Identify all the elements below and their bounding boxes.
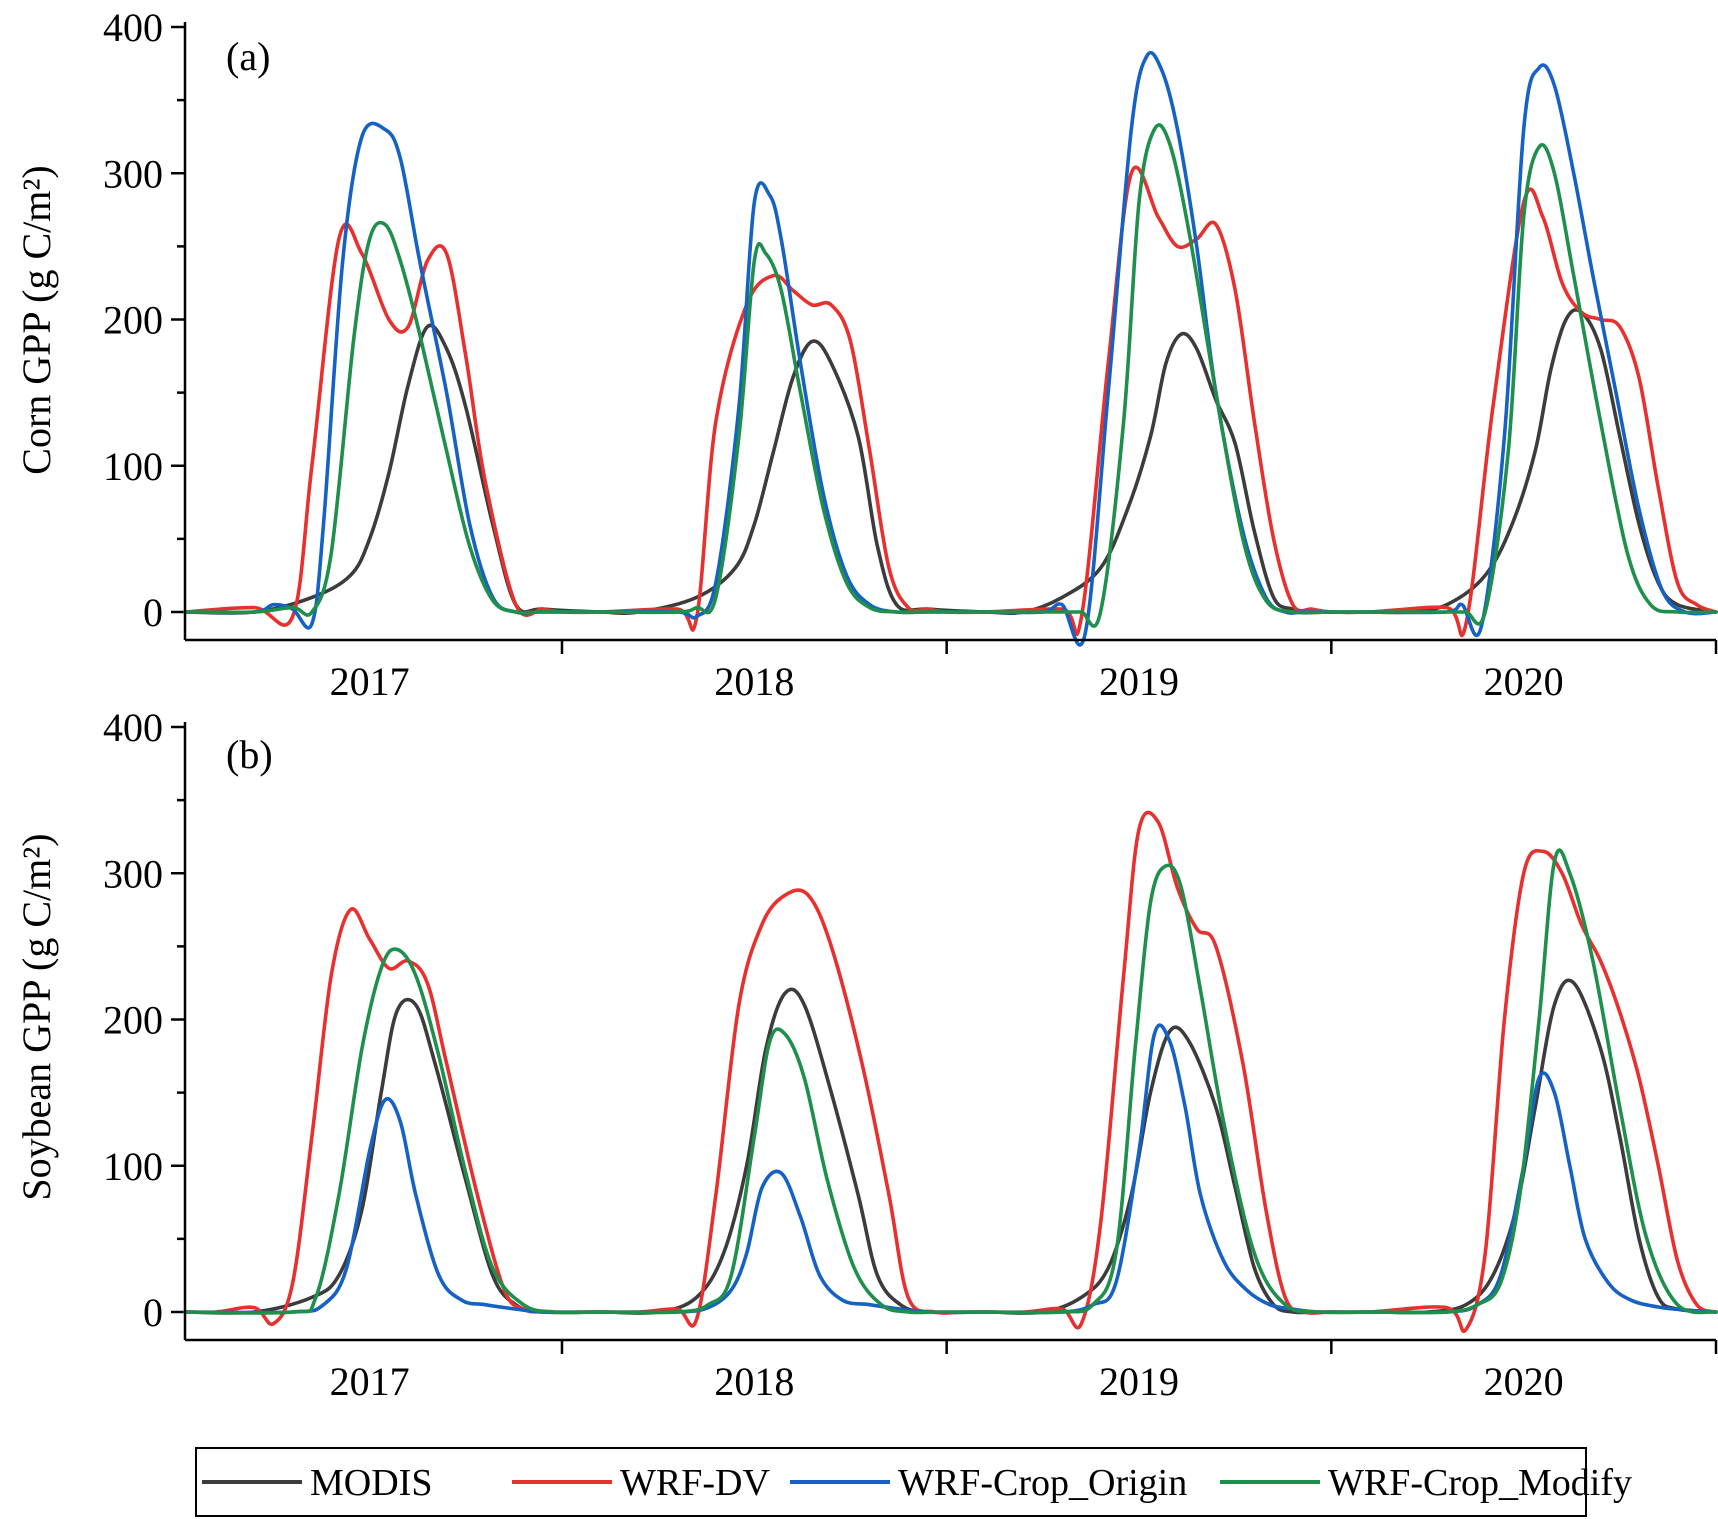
y-axis-title-soybean: Soybean GPP (g C/m²) [14,833,59,1200]
series-line-wrf-crop-modify [183,848,1718,1315]
x-tick-label: 2020 [1484,1359,1564,1404]
x-tick-label: 2017 [330,659,410,704]
y-tick-label: 100 [103,1144,163,1189]
legend: MODIS WRF-DV WRF-Crop_Origin WRF-Crop_Modif… [195,1447,1632,1517]
y-tick-label: 0 [143,1290,163,1335]
y-tick-label: 400 [103,5,163,50]
series-lines-soybean [183,810,1718,1334]
legend-label: MODIS [310,1462,432,1504]
axes-soybean [183,722,1716,1342]
legend-label: WRF-DV [620,1462,770,1504]
series-line-wrf-crop-modify [183,123,1718,628]
panel-label-a: (a) [226,34,270,79]
series-lines-corn [183,50,1718,647]
x-tick-label: 2018 [714,1359,794,1404]
legend-item: WRF-Crop_Origin [790,1462,1187,1504]
panel-soybean-gpp: (b) Soybean GPP (g C/m²) 0 100 200 300 400 2… [14,705,1718,1404]
y-tick-label: 200 [103,298,163,343]
y-tick-label: 0 [143,590,163,635]
series-line-wrf-crop-origin [183,1023,1718,1315]
legend-box [195,1447,1587,1517]
y-tick-label: 200 [103,998,163,1043]
y-tick-label: 300 [103,151,163,196]
legend-label: WRF-Crop_Modify [1328,1462,1632,1504]
legend-item: WRF-DV [512,1462,770,1504]
legend-item: MODIS [202,1462,432,1504]
x-tick-label: 2019 [1099,659,1179,704]
x-tick-label: 2017 [330,1359,410,1404]
series-line-wrf-dv [183,810,1718,1334]
x-tick-label: 2019 [1099,1359,1179,1404]
panel-label-b: (b) [226,732,273,777]
y-tick-label: 400 [103,705,163,750]
y-axis-ticks-soybean: 0 100 200 300 400 [103,705,185,1335]
axes-corn [183,22,1716,642]
x-axis-ticks-corn: 2017 2018 2019 2020 [330,640,1718,704]
y-axis-title-corn: Corn GPP (g C/m²) [14,165,59,474]
y-tick-label: 300 [103,851,163,896]
panel-corn-gpp: (a) Corn GPP (g C/m²) 0 100 200 300 400 2017… [14,5,1718,704]
y-tick-label: 100 [103,444,163,489]
y-axis-ticks-corn: 0 100 200 300 400 [103,5,185,635]
x-tick-label: 2020 [1484,659,1564,704]
legend-item: WRF-Crop_Modify [1220,1462,1632,1504]
series-line-wrf-crop-origin [183,50,1718,647]
legend-label: WRF-Crop_Origin [898,1462,1187,1504]
series-line-modis [183,978,1718,1315]
x-tick-label: 2018 [714,659,794,704]
x-axis-ticks-soybean: 2017 2018 2019 2020 [330,1340,1718,1404]
